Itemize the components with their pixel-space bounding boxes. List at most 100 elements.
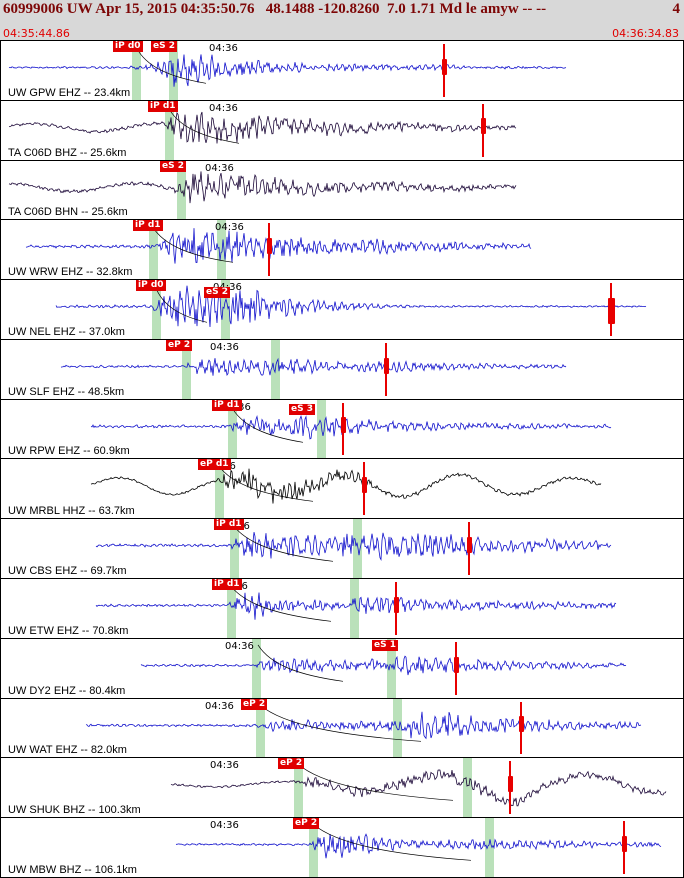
phase-window-band [353,519,362,579]
trace-row[interactable]: 04:36 TA C06D BHZ -- 25.6km iP d1 [1,99,683,160]
arrival-marker-blob [480,118,486,135]
phase-window-band [230,519,239,579]
phase-window-band [177,160,186,220]
waveform [90,465,602,505]
waveform [140,644,627,682]
waveform [95,525,612,562]
trace-row[interactable]: 04:36 UW SHUK BHZ -- 100.3km eP 2 [1,757,683,818]
station-label: UW RPW EHZ -- 60.9km [8,445,130,458]
arrival-marker-blob [607,297,615,324]
trace-row[interactable]: 04:36 UW ETW EHZ -- 70.8km iP d1 [1,578,683,638]
phase-window-band [350,579,359,638]
trace-row[interactable]: 04:36 UW SLF EHZ -- 48.5km eP 2 [1,338,683,399]
phase-pick-label[interactable]: eS 2 [204,287,230,299]
station-label: TA C06D BHN -- 25.6km [8,206,128,219]
arrival-marker-blob [383,357,389,374]
event-title: 60999006 UW Apr 15, 2015 04:35:50.76 48.… [3,1,547,17]
minute-label: 04:36 [225,640,254,652]
phase-pick-label[interactable]: eP d1 [198,459,231,471]
waveform [95,584,617,622]
phase-pick-label[interactable]: eS 2 [160,160,186,172]
arrival-marker-blob [453,656,459,673]
waveform [85,704,642,742]
trace-row[interactable]: 04:36 UW WAT EHZ -- 82.0km eP 2 [1,697,683,758]
waveform [60,357,567,376]
waveform [170,764,667,809]
window-start-time: 04:35:44.86 [3,27,70,40]
phase-pick-label[interactable]: eP 2 [293,818,320,830]
phase-window-band [387,638,396,698]
station-label: UW MBW BHZ -- 106.1km [8,863,137,876]
station-label: UW WAT EHZ -- 82.0km [8,744,127,757]
phase-pick-label[interactable]: iP d1 [214,519,244,531]
phase-pick-label[interactable]: eS 1 [372,639,398,651]
phase-pick-label[interactable]: iP d1 [212,579,242,591]
minute-label: 04:36 [209,43,238,54]
phase-pick-label[interactable]: eP 2 [278,758,305,770]
window-end-time: 04:36:34.83 [612,27,679,40]
phase-pick-label[interactable]: iP d1 [212,399,242,411]
time-window: 04:35:44.86 04:36:34.83 [3,27,679,40]
trace-row[interactable]: 04:36 UW MRBL HHZ -- 63.7km eP d1 [1,458,683,519]
arrival-marker-blob [266,238,272,255]
minute-label: 04:36 [210,341,239,353]
trace-row[interactable]: 04:36 UW GPW EHZ -- 23.4km iP d0 eS 2 [1,40,683,100]
arrival-marker-blob [621,835,627,852]
trace-list: 04:36 UW GPW EHZ -- 23.4km iP d0 eS 2 04:… [0,40,684,878]
trace-row[interactable]: 04:36 TA C06D BHN -- 25.6km eS 2 [1,159,683,220]
station-label: UW MRBL HHZ -- 63.7km [8,505,135,518]
minute-label: 04:36 [210,820,239,832]
phase-window-band [485,818,494,877]
phase-window-band [294,758,303,818]
trace-row[interactable]: 04:36 UW CBS EHZ -- 69.7km iP d1 [1,518,683,579]
arrival-marker-blob [361,477,367,494]
phase-window-band [252,638,261,698]
waveform [8,46,567,87]
phase-pick-label[interactable]: iP d0 [113,41,143,52]
phase-pick-label[interactable]: eS 2 [151,41,177,52]
arrival-marker-blob [340,417,346,434]
station-label: UW DY2 EHZ -- 80.4km [8,684,126,697]
phase-pick-label[interactable]: iP d1 [148,100,178,112]
event-flag: 4 [672,1,681,17]
phase-pick-label[interactable]: iP d1 [133,220,163,232]
trace-row[interactable]: 04:36 UW WRW EHZ -- 32.8km iP d1 [1,219,683,280]
event-header: 60999006 UW Apr 15, 2015 04:35:50.76 48.… [3,1,680,18]
waveform [175,823,662,861]
phase-window-band [309,818,318,877]
phase-window-band [149,220,158,280]
phase-window-band [227,579,236,638]
minute-label: 04:36 [215,222,244,234]
phase-pick-label[interactable]: eP 2 [166,339,193,351]
waveform [25,226,532,264]
waveform [55,285,647,328]
minute-label: 04:36 [205,162,234,174]
station-label: UW GPW EHZ -- 23.4km [8,86,131,99]
waveform [8,170,517,203]
phase-window-band [463,758,472,818]
station-label: UW SLF EHZ -- 48.5km [8,385,125,398]
phase-window-band [182,339,191,399]
arrival-marker-blob [507,776,513,793]
waveform [90,405,612,443]
station-label: UW NEL EHZ -- 37.0km [8,325,125,338]
phase-pick-label[interactable]: eP 2 [241,698,268,710]
station-label: UW SHUK BHZ -- 100.3km [8,804,141,817]
trace-row[interactable]: 04:36 UW MBW BHZ -- 106.1km eP 2 [1,817,683,877]
station-label: UW ETW EHZ -- 70.8km [8,624,129,637]
arrival-marker-blob [393,596,399,613]
phase-window-band [256,698,265,758]
waveform [8,106,517,144]
station-label: UW CBS EHZ -- 69.7km [8,565,127,578]
phase-pick-label[interactable]: iP d0 [136,280,166,292]
phase-window-band [221,280,230,339]
phase-window-band [217,220,226,280]
phase-pick-label[interactable]: eS 3 [289,403,315,415]
trace-row[interactable]: 04:36 UW DY2 EHZ -- 80.4km eS 1 [1,637,683,698]
arrival-marker-blob [441,58,447,75]
minute-label: 04:36 [210,760,239,772]
arrival-marker-blob [466,536,472,553]
